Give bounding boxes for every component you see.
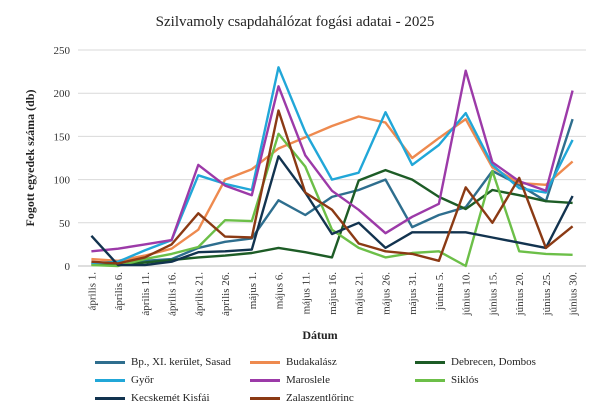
chart-title: Szilvamoly csapdahálózat fogási adatai -… [156, 14, 435, 30]
legend-label: Zalaszentlőrinc [286, 392, 354, 404]
y-axis-label: Fogott egyedek száma (db) [23, 90, 37, 227]
x-tick-label: június 25. [541, 272, 553, 317]
legend-label: Győr [131, 374, 154, 386]
x-tick-label: május 11. [300, 272, 312, 315]
y-tick-labels: 0 50 100 150 200 250 [54, 45, 71, 273]
legend-item: Budakalász [250, 356, 337, 368]
x-tick-label: április 26. [220, 272, 232, 316]
legend-item: Maroslele [250, 374, 330, 386]
legend-swatch [250, 396, 280, 400]
legend-label: Debrecen, Dombos [451, 356, 536, 368]
x-tick-label: április 6. [113, 272, 125, 311]
legend-swatch [415, 360, 445, 364]
x-tick-labels: április 1. április 6. április 11. április 1… [86, 272, 579, 317]
legend-label: Kecskemét Kisfái [131, 392, 210, 404]
legend-swatch [250, 378, 280, 382]
y-tick-label: 0 [65, 261, 71, 273]
x-tick-label: április 1. [86, 272, 98, 311]
legend-swatch [95, 360, 125, 364]
legend-item: Debrecen, Dombos [415, 356, 536, 368]
x-tick-label: június 5. [434, 272, 446, 311]
legend-item: Kecskemét Kisfái [95, 392, 210, 404]
x-tick-label: május 26. [380, 272, 392, 315]
y-tick-label: 150 [54, 131, 71, 143]
legend-label: Siklós [451, 374, 479, 386]
legend-swatch [415, 378, 445, 382]
legend-label: Maroslele [286, 374, 330, 386]
legend-swatch [95, 378, 125, 382]
x-tick-label: június 20. [514, 272, 526, 317]
series-line-7 [90, 155, 574, 267]
y-tick-label: 50 [59, 218, 71, 230]
y-tick-label: 200 [54, 88, 71, 100]
x-tick-label: június 15. [487, 272, 499, 317]
legend-item: Siklós [415, 374, 479, 386]
y-tick-label: 250 [54, 45, 71, 57]
series-line-8 [91, 109, 574, 265]
x-tick-label: április 21. [193, 272, 205, 316]
series-line-5 [91, 69, 574, 253]
series-line-2 [91, 115, 574, 262]
x-tick-label: május 6. [274, 272, 286, 310]
legend-item: Bp., XI. kerület, Sasad [95, 356, 231, 368]
series-lines [90, 66, 574, 268]
x-tick-label: május 31. [407, 272, 419, 315]
x-tick-label: május 1. [247, 272, 259, 310]
x-tick-label: május 16. [327, 272, 339, 315]
x-axis-label: Dátum [302, 328, 337, 342]
series-line-6 [91, 132, 573, 268]
legend-label: Budakalász [286, 356, 337, 368]
x-tick-label: május 21. [354, 272, 366, 315]
legend-label: Bp., XI. kerület, Sasad [131, 356, 231, 368]
legend-item: Győr [95, 374, 154, 386]
x-tick-label: június 30. [568, 272, 580, 317]
x-tick-label: április 11. [140, 272, 152, 316]
legend-item: Zalaszentlőrinc [250, 392, 354, 404]
x-tick-label: június 10. [461, 272, 473, 317]
series-line-3 [91, 168, 573, 267]
x-tick-label: április 16. [167, 272, 179, 316]
y-tick-label: 100 [54, 175, 71, 187]
legend-swatch [95, 396, 125, 400]
legend-swatch [250, 360, 280, 364]
